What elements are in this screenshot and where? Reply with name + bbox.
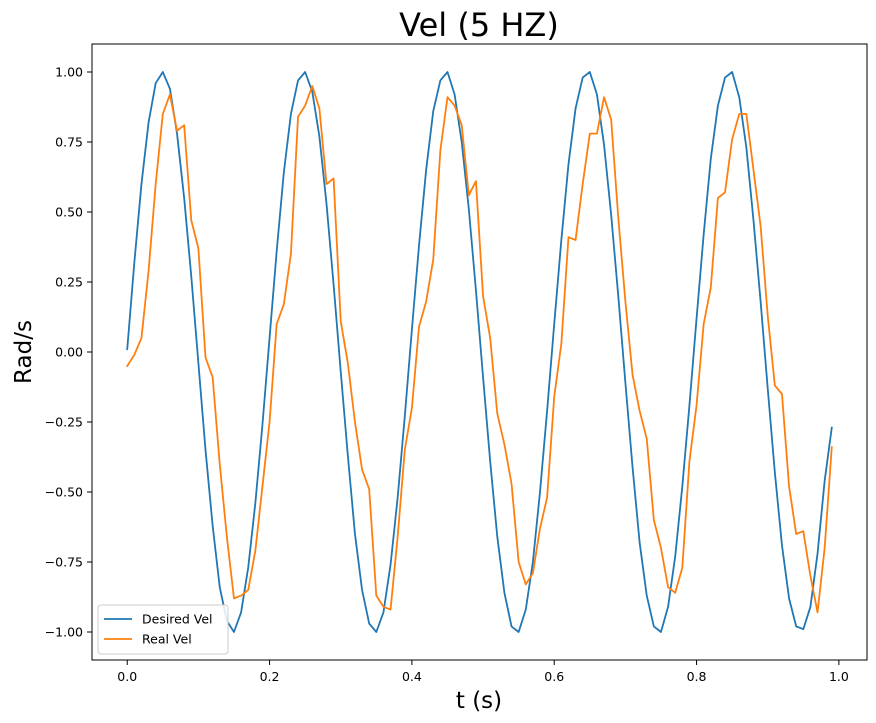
plot-area: 0.0 0.2 0.4 0.6 0.8 1.0 −1.00 −0.75 −0.50 −0.25 0.… [45,43,868,684]
x-tick-label: 0.6 [544,669,564,684]
x-tick-label: 0.2 [260,669,280,684]
y-tick-label: −0.75 [45,555,83,570]
series-line-real-vel [125,85,833,614]
y-tick-label: −0.50 [45,485,83,500]
y-axis-label: Rad/s [11,320,37,384]
x-tick-label: 1.0 [829,669,849,684]
y-tick-label: −0.25 [45,415,83,430]
x-tick-label: 0.0 [117,669,137,684]
legend: Desired Vel Real Vel [97,604,229,655]
series-line-desired-vel [126,71,833,633]
x-tick-label: 0.8 [687,669,707,684]
x-tick-label: 0.4 [402,669,422,684]
chart-title: Vel (5 HZ) [399,6,559,44]
y-tick-label: 0.00 [55,345,83,360]
legend-label-real-vel: Real Vel [142,632,192,647]
legend-label-desired-vel: Desired Vel [142,612,213,627]
y-tick-label: 0.75 [55,135,83,150]
legend-box [97,604,229,655]
x-axis-label: t (s) [456,688,502,714]
y-tick-label: 1.00 [55,65,83,80]
y-tick-label: −1.00 [45,625,83,640]
y-tick-label: 0.25 [55,275,83,290]
y-tick-label: 0.50 [55,205,83,220]
